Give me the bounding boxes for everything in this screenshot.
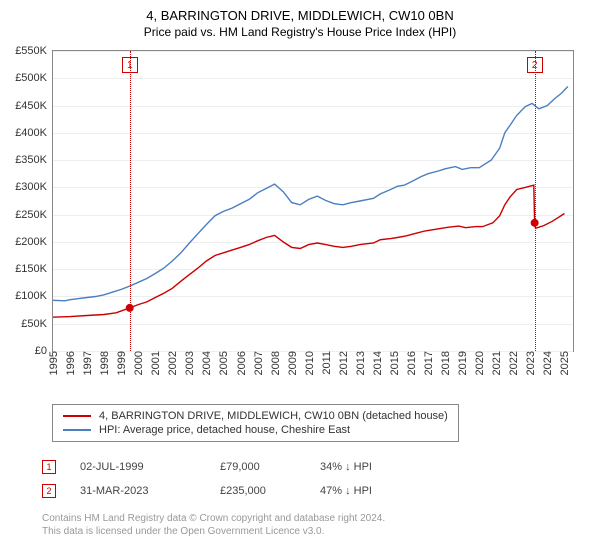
legend-row-property: 4, BARRINGTON DRIVE, MIDDLEWICH, CW10 0B… <box>63 409 448 423</box>
x-tick-label: 2016 <box>404 351 418 375</box>
x-tick-label: 2024 <box>540 351 554 375</box>
attribution-line1: Contains HM Land Registry data © Crown c… <box>42 512 385 525</box>
x-tick-label: 2001 <box>148 351 162 375</box>
x-tick-label: 2012 <box>336 351 350 375</box>
x-tick-label: 1995 <box>46 351 60 375</box>
row-delta: 47% ↓ HPI <box>320 485 420 497</box>
sale-vline-2 <box>535 51 536 351</box>
x-tick-label: 2008 <box>268 351 282 375</box>
y-tick-label: £450K <box>15 100 53 112</box>
chart-subtitle: Price paid vs. HM Land Registry's House … <box>0 23 600 43</box>
x-tick-label: 2015 <box>387 351 401 375</box>
y-tick-label: £550K <box>15 45 53 57</box>
y-tick-label: £400K <box>15 127 53 139</box>
chart-container: 4, BARRINGTON DRIVE, MIDDLEWICH, CW10 0B… <box>0 0 600 560</box>
x-tick-label: 2014 <box>370 351 384 375</box>
x-tick-label: 2010 <box>302 351 316 375</box>
x-tick-label: 1996 <box>63 351 77 375</box>
x-tick-label: 2011 <box>319 351 333 375</box>
sale-row-1: 1 02-JUL-1999£79,00034% ↓ HPI <box>42 460 420 474</box>
row-delta: 34% ↓ HPI <box>320 461 420 473</box>
y-tick-label: £150K <box>15 263 53 275</box>
plot-area: £0£50K£100K£150K£200K£250K£300K£350K£400… <box>52 50 574 352</box>
chart-title: 4, BARRINGTON DRIVE, MIDDLEWICH, CW10 0B… <box>0 0 600 23</box>
x-tick-label: 2023 <box>523 351 537 375</box>
sale-row-2: 2 31-MAR-2023£235,00047% ↓ HPI <box>42 484 420 498</box>
x-tick-label: 2004 <box>199 351 213 375</box>
x-tick-label: 1998 <box>97 351 111 375</box>
row-marker: 1 <box>42 460 56 474</box>
sale-marker-2: 2 <box>527 57 543 73</box>
chart-svg <box>53 51 573 351</box>
sale-marker-1: 1 <box>122 57 138 73</box>
x-tick-label: 2025 <box>557 351 571 375</box>
x-tick-label: 2002 <box>165 351 179 375</box>
x-tick-label: 2017 <box>421 351 435 375</box>
x-tick-label: 2018 <box>438 351 452 375</box>
y-tick-label: £100K <box>15 290 53 302</box>
row-marker: 2 <box>42 484 56 498</box>
legend: 4, BARRINGTON DRIVE, MIDDLEWICH, CW10 0B… <box>52 404 459 442</box>
row-date: 02-JUL-1999 <box>80 461 220 473</box>
x-tick-label: 1999 <box>114 351 128 375</box>
legend-swatch <box>63 415 91 417</box>
x-tick-label: 1997 <box>80 351 94 375</box>
y-tick-label: £300K <box>15 181 53 193</box>
x-tick-label: 2007 <box>251 351 265 375</box>
legend-label: 4, BARRINGTON DRIVE, MIDDLEWICH, CW10 0B… <box>99 410 448 422</box>
y-tick-label: £350K <box>15 154 53 166</box>
x-tick-label: 2009 <box>285 351 299 375</box>
legend-swatch <box>63 429 91 431</box>
x-tick-label: 2022 <box>506 351 520 375</box>
y-tick-label: £500K <box>15 72 53 84</box>
row-date: 31-MAR-2023 <box>80 485 220 497</box>
x-tick-label: 2005 <box>216 351 230 375</box>
x-tick-label: 2013 <box>353 351 367 375</box>
x-tick-label: 2021 <box>489 351 503 375</box>
x-tick-label: 2020 <box>472 351 486 375</box>
x-tick-label: 2000 <box>131 351 145 375</box>
x-tick-label: 2006 <box>234 351 248 375</box>
row-price: £79,000 <box>220 461 320 473</box>
x-tick-label: 2003 <box>182 351 196 375</box>
attribution: Contains HM Land Registry data © Crown c… <box>42 512 385 538</box>
row-price: £235,000 <box>220 485 320 497</box>
x-tick-label: 2019 <box>455 351 469 375</box>
y-tick-label: £50K <box>21 318 53 330</box>
legend-label: HPI: Average price, detached house, Ches… <box>99 424 350 436</box>
attribution-line2: This data is licensed under the Open Gov… <box>42 525 385 538</box>
legend-row-hpi: HPI: Average price, detached house, Ches… <box>63 423 448 437</box>
y-tick-label: £250K <box>15 209 53 221</box>
y-tick-label: £200K <box>15 236 53 248</box>
sale-vline-1 <box>130 51 131 351</box>
